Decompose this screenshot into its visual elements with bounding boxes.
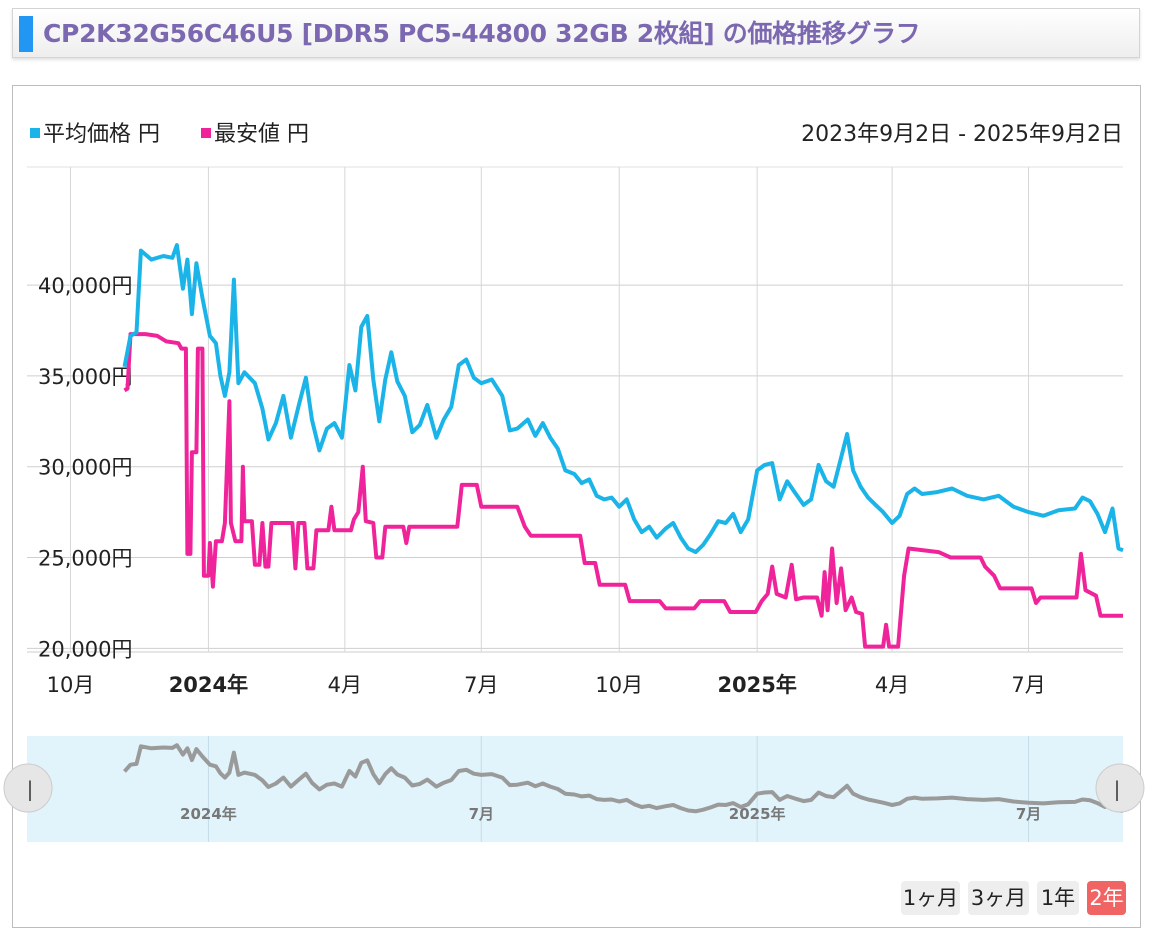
range-button-2y[interactable]: 2年 <box>1087 881 1126 915</box>
x-tick-label: 2024年 <box>169 673 248 697</box>
title-accent-bar <box>19 16 33 52</box>
x-tick-label: 7月 <box>464 673 498 697</box>
range-button-3m[interactable]: 3ヶ月 <box>968 881 1029 915</box>
x-tick-label: 10月 <box>595 673 643 697</box>
range-button-1m[interactable]: 1ヶ月 <box>901 881 960 915</box>
navigator-label: 7月 <box>469 805 494 823</box>
range-button-1y[interactable]: 1年 <box>1037 881 1079 915</box>
chart-frame <box>12 85 1141 928</box>
y-tick-label: 40,000円 <box>38 274 132 298</box>
legend-label-min[interactable]: 最安値 円 <box>214 122 309 147</box>
y-tick-label: 25,000円 <box>38 547 132 571</box>
navigator[interactable]: 2024年 7月 2025年 7月 | | <box>3 736 1145 842</box>
series-line-min[interactable] <box>123 332 1124 649</box>
date-range: 2023年9月2日 - 2025年9月2日 <box>801 122 1123 147</box>
x-tick-label: 4月 <box>875 673 909 697</box>
x-tick-label: 7月 <box>1011 673 1045 697</box>
y-tick-label: 35,000円 <box>38 365 132 389</box>
navigator-left-handle[interactable] <box>3 763 53 813</box>
series-line-avg[interactable] <box>122 243 1124 555</box>
navigator-series-line <box>123 743 1124 814</box>
navigator-background[interactable] <box>27 736 1123 842</box>
navigator-right-handle-grip: | <box>1114 777 1121 801</box>
legend-swatch-min <box>201 128 211 138</box>
navigator-label: 2024年 <box>180 805 237 823</box>
page-title: CP2K32G56C46U5 [DDR5 PC5-44800 32GB 2枚組]… <box>43 19 921 48</box>
navigator-label: 7月 <box>1016 805 1041 823</box>
legend: 平均価格 円 最安値 円 2023年9月2日 - 2025年9月2日 <box>30 122 1123 147</box>
y-tick-label: 30,000円 <box>38 456 132 480</box>
navigator-left-handle-grip: | <box>27 777 34 801</box>
legend-label-avg[interactable]: 平均価格 円 <box>43 122 160 147</box>
grid <box>27 166 1123 653</box>
y-axis-labels: 20,000円 25,000円 30,000円 35,000円 40,000円 <box>38 274 132 661</box>
x-axis-labels: 10月 2024年 4月 7月 10月 2025年 4月 7月 <box>47 673 1046 697</box>
y-tick-label: 20,000円 <box>38 637 132 661</box>
title-bar: CP2K32G56C46U5 [DDR5 PC5-44800 32GB 2枚組]… <box>12 8 1140 58</box>
navigator-right-handle[interactable] <box>1095 763 1145 813</box>
x-tick-label: 2025年 <box>717 673 796 697</box>
navigator-labels: 2024年 7月 2025年 7月 <box>180 805 1041 823</box>
navigator-label: 2025年 <box>729 805 786 823</box>
series-lines <box>122 243 1124 649</box>
legend-swatch-avg <box>30 128 40 138</box>
x-tick-label: 10月 <box>47 673 95 697</box>
navigator-grid <box>207 736 1030 842</box>
navigator-series <box>123 743 1124 814</box>
x-tick-label: 4月 <box>328 673 362 697</box>
